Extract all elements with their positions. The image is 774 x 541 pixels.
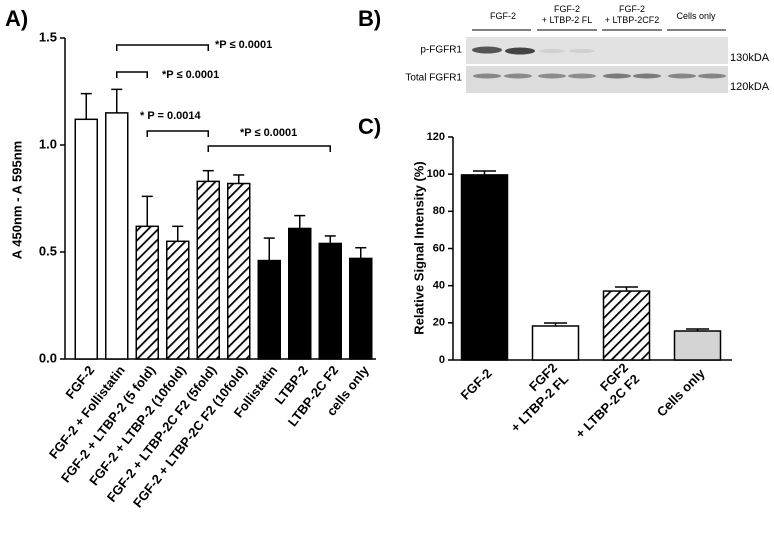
size-label: 120kDA (730, 81, 770, 93)
x-tick-label-line: Cells only (654, 365, 709, 420)
row-label: Total FGFR1 (405, 73, 462, 84)
bar (531, 325, 580, 361)
significance-bracket (116, 44, 209, 51)
significance-bracket (146, 130, 209, 137)
bar (74, 118, 98, 360)
y-tick-label: 120 (427, 131, 445, 143)
y-tick-label: 40 (433, 280, 445, 292)
significance-label: *P ≤ 0.0001 (240, 127, 297, 139)
bar (166, 240, 190, 360)
x-tick-label: FGF2+ LTBP-2C F2 (561, 360, 642, 441)
lane-label: Cells only (676, 11, 716, 21)
bar (135, 225, 159, 360)
bar (227, 182, 251, 360)
x-tick-label: Cells only (654, 365, 709, 420)
panel-label: B) (358, 6, 381, 31)
lane-label-line: + LTBP-2 FL (542, 15, 593, 25)
x-tick-label: FGF2+ LTBP-2 FL (497, 360, 572, 435)
y-tick-label: 0.5 (39, 243, 57, 258)
x-tick-label-line: FGF-2 (458, 366, 495, 403)
lane-label: FGF-2 + LTBP-2 FL (542, 4, 593, 25)
significance-label: *P ≤ 0.0001 (215, 39, 272, 51)
bar (318, 242, 342, 360)
y-tick-label: 0.0 (39, 350, 57, 365)
bar (349, 257, 373, 360)
bar (257, 259, 281, 360)
bar (196, 180, 220, 360)
y-tick-label: 1.0 (39, 136, 57, 151)
significance-bracket (207, 145, 331, 152)
y-tick-label: 1.5 (39, 29, 57, 44)
bar (673, 330, 722, 361)
y-tick-label: 60 (433, 242, 445, 254)
lane-label-line: + LTBP-2CF2 (605, 15, 660, 25)
bar (460, 174, 509, 361)
y-axis-label: Relative Signal Intensity (%) (411, 161, 426, 334)
significance-label: * P = 0.0014 (140, 110, 202, 122)
bar (288, 227, 312, 360)
significance-label: *P ≤ 0.0001 (162, 69, 219, 81)
lane-label-line: Cells only (676, 11, 716, 21)
panel-label: C) (358, 114, 381, 139)
blot-panel: B) FGF-2 FGF-2 + LTBP-2 FL FGF-2 + LTBP-2C… (358, 4, 770, 93)
y-tick-label: 80 (433, 205, 445, 217)
lane-label: FGF-2 (490, 11, 516, 21)
y-tick-label: 0 (439, 354, 445, 366)
bar (602, 290, 651, 361)
blot-strip (466, 66, 728, 93)
size-label: 130kDA (730, 52, 770, 64)
y-axis-label: A 450nm - A 595nm (9, 141, 24, 260)
significance-bracket (116, 71, 148, 78)
y-tick-label: 100 (427, 168, 445, 180)
bar (105, 112, 129, 360)
lane-label-line: FGF-2 (554, 4, 580, 14)
panel-label: A) (5, 6, 28, 31)
lane-label-line: FGF-2 (490, 11, 516, 21)
lane-label-line: FGF-2 (619, 4, 645, 14)
y-tick-label: 20 (433, 317, 445, 329)
bands (472, 46, 726, 79)
row-label: p-FGFR1 (420, 45, 462, 56)
lane-label: FGF-2 + LTBP-2CF2 (605, 4, 660, 25)
x-tick-label: FGF-2 (458, 366, 495, 403)
